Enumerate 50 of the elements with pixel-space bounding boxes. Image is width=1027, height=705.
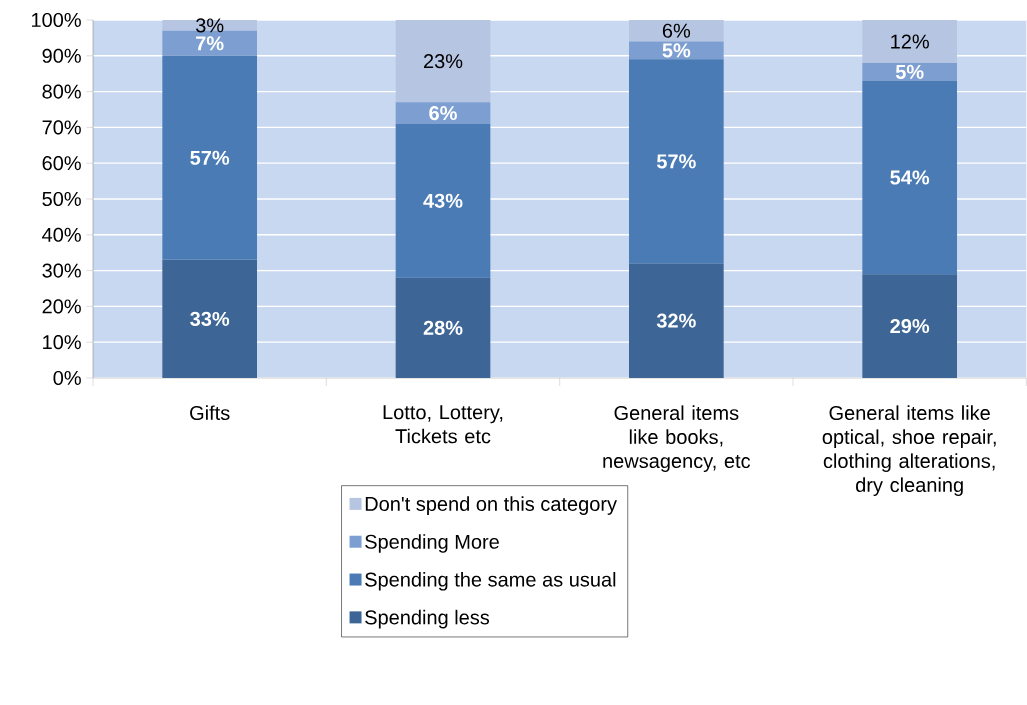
data-label: 23% <box>424 54 463 69</box>
x-tick-label: Gifts <box>190 405 230 421</box>
bar <box>629 263 724 378</box>
data-label: 7% <box>196 36 224 51</box>
bar <box>162 19 258 31</box>
y-tick-label: 60% <box>42 156 81 171</box>
bar <box>395 19 491 103</box>
bar <box>162 55 258 260</box>
data-label: 6% <box>662 23 691 38</box>
x-tick-label: Lotto, Lottery, Tickets etc <box>383 405 503 444</box>
y-tick-label: 20% <box>42 299 81 314</box>
bar <box>162 259 258 378</box>
x-tick-label: General items like optical, shoe repair, clothing alterations, dry cleaning <box>822 405 996 496</box>
bar <box>629 41 724 60</box>
data-label: 43% <box>423 193 463 208</box>
data-label: 32% <box>656 313 696 328</box>
bar <box>395 277 491 378</box>
data-label: 28% <box>423 320 463 335</box>
data-label: 33% <box>190 311 230 327</box>
legend-label: Spending the same as usual <box>365 571 616 591</box>
bar <box>395 123 491 278</box>
data-label: 54% <box>890 170 930 185</box>
bar <box>629 59 724 264</box>
y-tick-label: 30% <box>42 263 81 278</box>
data-label: 6% <box>429 105 457 121</box>
bar <box>629 19 724 42</box>
x-tick-label: General items like books, newsagency, etc <box>603 405 751 472</box>
y-tick-label: 40% <box>42 227 81 242</box>
data-label: 57% <box>190 150 230 165</box>
y-tick-label: 90% <box>42 48 81 63</box>
data-label: 57% <box>656 154 696 169</box>
data-label: 12% <box>891 34 929 49</box>
y-tick-label: 50% <box>42 191 81 207</box>
y-tick-label: 80% <box>42 84 81 99</box>
y-tick-label: 0% <box>53 370 81 386</box>
bar <box>862 274 958 378</box>
data-label: 5% <box>895 64 924 79</box>
data-label: 5% <box>662 43 691 58</box>
bar <box>862 80 958 275</box>
bar <box>862 19 958 63</box>
y-tick-label: 70% <box>42 120 81 135</box>
legend-label: Don't spend on this category <box>365 496 617 515</box>
legend-label: Spending More <box>365 534 499 553</box>
data-label: 3% <box>195 18 224 33</box>
legend-label: Spending less <box>365 609 490 629</box>
bar <box>862 62 958 81</box>
y-tick-label: 100% <box>32 12 81 28</box>
y-tick-label: 10% <box>43 335 81 350</box>
data-label: 29% <box>890 318 930 334</box>
bar <box>395 102 491 124</box>
